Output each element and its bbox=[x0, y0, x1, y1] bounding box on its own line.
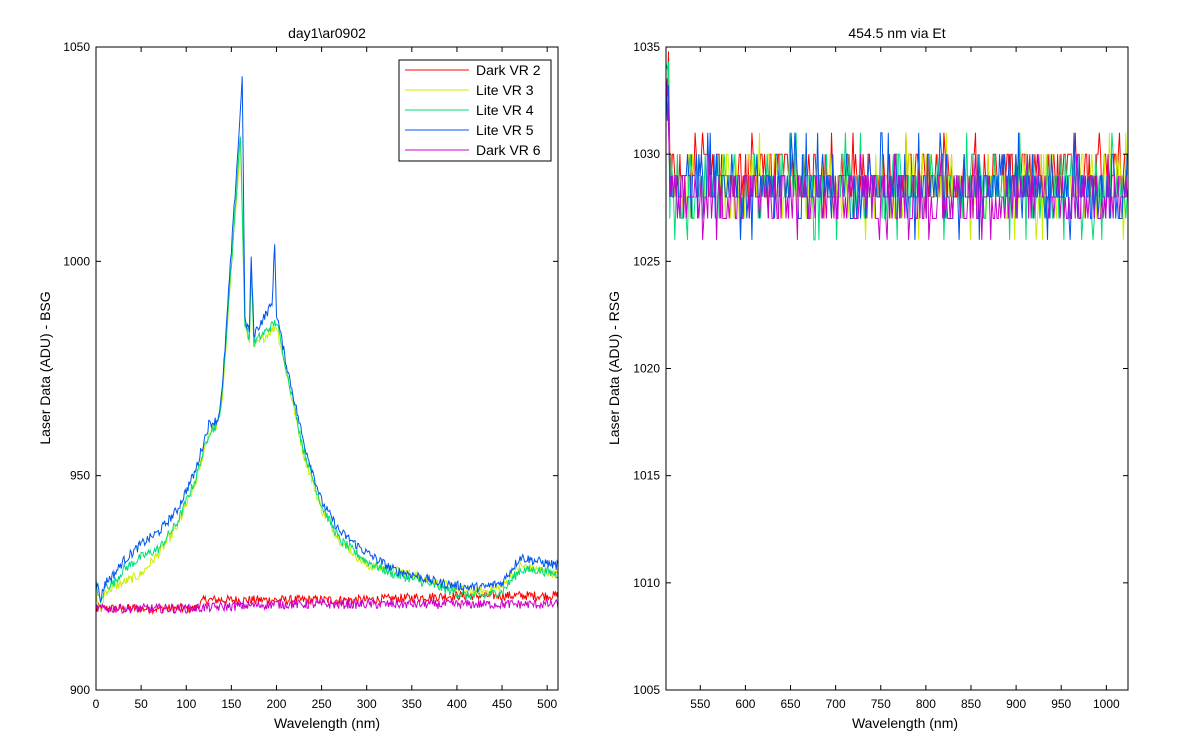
left-series-lite-vr-5 bbox=[96, 76, 558, 603]
left-x-tick-label: 50 bbox=[134, 697, 148, 711]
left-plot-title: day1\ar0902 bbox=[288, 25, 366, 41]
left-x-tick-label: 150 bbox=[221, 697, 241, 711]
right-series-dark-vr-6 bbox=[666, 78, 1128, 240]
left-series-lines bbox=[96, 76, 558, 616]
left-y-axis-label: Laser Data (ADU) - BSG bbox=[37, 291, 53, 444]
right-x-tick-label: 900 bbox=[1006, 697, 1026, 711]
right-x-tick-label: 600 bbox=[735, 697, 755, 711]
left-x-tick-label: 300 bbox=[357, 697, 377, 711]
left-series-dark-vr-6 bbox=[96, 597, 558, 615]
legend-label-dark-vr-2: Dark VR 2 bbox=[476, 62, 541, 78]
left-x-tick-label: 450 bbox=[492, 697, 512, 711]
legend-label-lite-vr-3: Lite VR 3 bbox=[476, 82, 534, 98]
left-x-tick-label: 100 bbox=[176, 697, 196, 711]
right-series-lines bbox=[666, 51, 1128, 241]
left-y-tick-label: 1000 bbox=[63, 254, 90, 268]
legend-item-dark-vr-2: Dark VR 2 bbox=[405, 62, 541, 78]
left-x-axis-label: Wavelength (nm) bbox=[274, 715, 380, 731]
left-plot: 0 50 100 150 200 250 300 350 400 450 500 900 950 1000… bbox=[37, 25, 559, 731]
left-x-tick-label: 350 bbox=[402, 697, 422, 711]
left-axes-box bbox=[95, 46, 559, 691]
legend-label-dark-vr-6: Dark VR 6 bbox=[476, 142, 541, 158]
right-x-tick-label: 850 bbox=[961, 697, 981, 711]
right-y-tick-label: 1010 bbox=[633, 576, 660, 590]
left-x-tick-label: 200 bbox=[266, 697, 286, 711]
left-series-lite-vr-4 bbox=[96, 136, 558, 604]
left-y-tick-label: 950 bbox=[70, 469, 90, 483]
right-x-axis-label: Wavelength (nm) bbox=[852, 715, 958, 731]
right-y-tick-label: 1005 bbox=[633, 683, 660, 697]
right-ticks: 550 600 650 700 750 800 850 900 950 1000 1005 1010 1… bbox=[633, 40, 1128, 711]
legend-label-lite-vr-4: Lite VR 4 bbox=[476, 102, 534, 118]
right-y-tick-label: 1015 bbox=[633, 469, 660, 483]
right-y-tick-label: 1035 bbox=[633, 40, 660, 54]
right-x-tick-label: 750 bbox=[871, 697, 891, 711]
left-x-tick-label: 400 bbox=[447, 697, 467, 711]
legend-item-dark-vr-6: Dark VR 6 bbox=[405, 142, 541, 158]
right-plot-area bbox=[666, 47, 1128, 690]
legend-label-lite-vr-5: Lite VR 5 bbox=[476, 122, 534, 138]
left-ticks: 0 50 100 150 200 250 300 350 400 450 500 900 950 1000… bbox=[63, 40, 558, 711]
right-y-tick-label: 1025 bbox=[633, 254, 660, 268]
right-plot-title: 454.5 nm via Et bbox=[848, 25, 945, 41]
legend-item-lite-vr-4: Lite VR 4 bbox=[405, 102, 534, 118]
left-x-tick-label: 0 bbox=[93, 697, 100, 711]
right-x-tick-label: 650 bbox=[781, 697, 801, 711]
right-x-tick-label: 700 bbox=[826, 697, 846, 711]
right-x-tick-label: 550 bbox=[690, 697, 710, 711]
right-x-tick-label: 1000 bbox=[1093, 697, 1120, 711]
right-y-axis-label: Laser Data (ADU) - RSG bbox=[606, 291, 622, 445]
legend: Dark VR 2 Lite VR 3 Lite VR 4 Lite VR 5 … bbox=[398, 59, 552, 162]
legend-item-lite-vr-5: Lite VR 5 bbox=[405, 122, 534, 138]
left-y-tick-label: 900 bbox=[70, 683, 90, 697]
left-x-tick-label: 500 bbox=[537, 697, 557, 711]
right-y-tick-label: 1030 bbox=[633, 147, 660, 161]
right-x-tick-label: 950 bbox=[1051, 697, 1071, 711]
left-x-tick-label: 250 bbox=[312, 697, 332, 711]
legend-item-lite-vr-3: Lite VR 3 bbox=[405, 82, 534, 98]
right-x-tick-label: 800 bbox=[916, 697, 936, 711]
left-y-tick-label: 1050 bbox=[63, 40, 90, 54]
right-plot: 550 600 650 700 750 800 850 900 950 1000 1005 1010 1… bbox=[606, 25, 1129, 731]
right-y-tick-label: 1020 bbox=[633, 362, 660, 376]
